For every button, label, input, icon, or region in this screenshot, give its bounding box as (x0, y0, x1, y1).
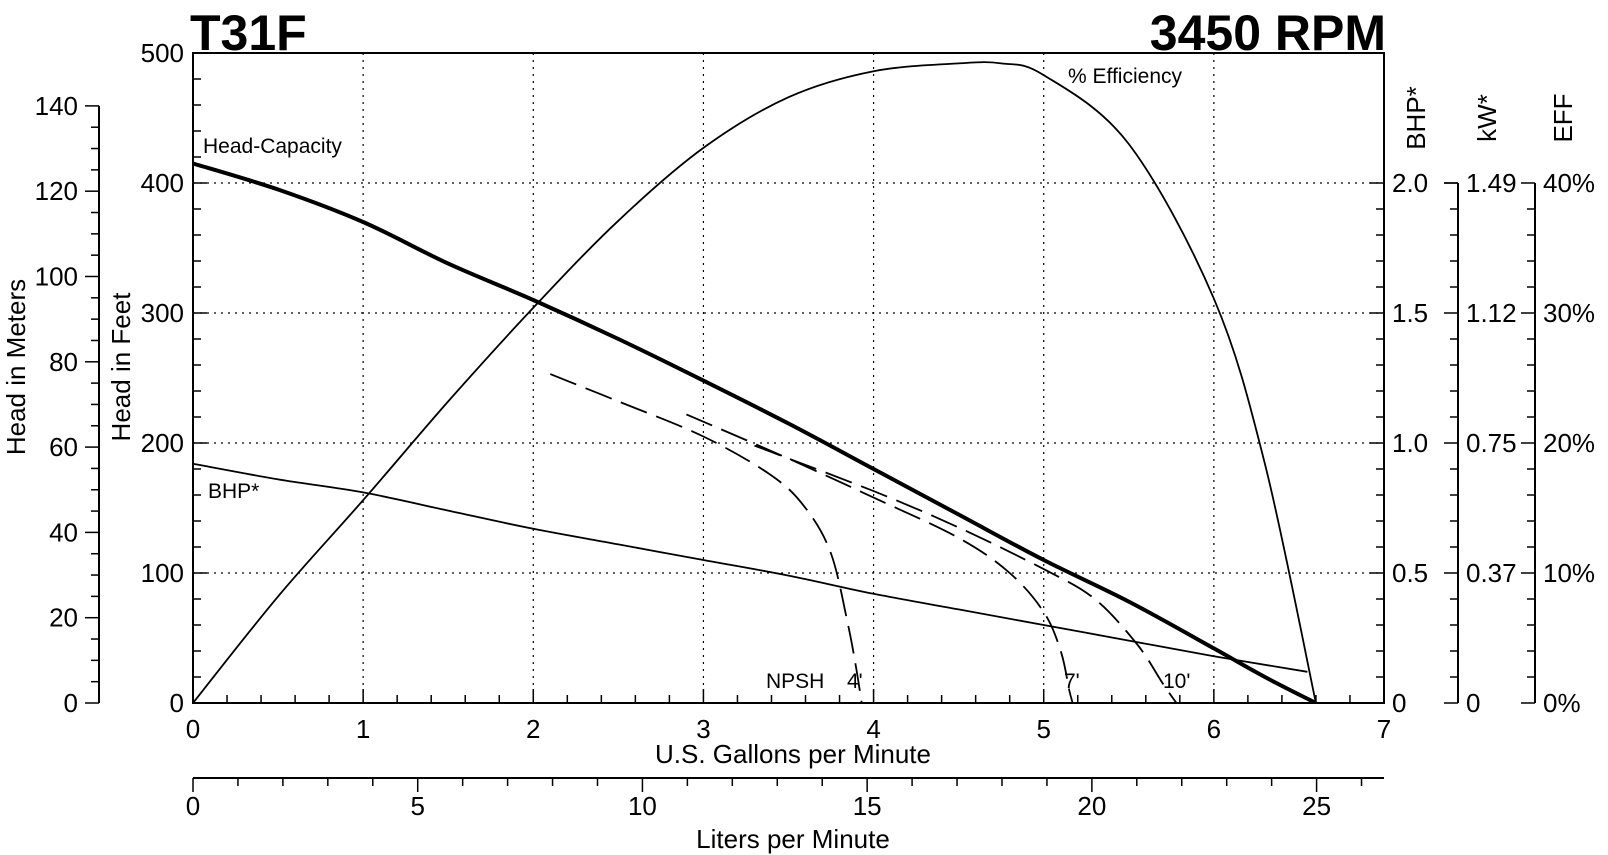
y-bhp-tick-label: 1.5 (1392, 298, 1428, 328)
x-tick-label: 5 (1036, 714, 1050, 744)
speed-label: 3450 RPM (1150, 5, 1386, 61)
y-bhp-tick-label: 1.0 (1392, 428, 1428, 458)
y-kw-tick-label: 0.75 (1466, 428, 1517, 458)
head-capacity-label: Head-Capacity (203, 135, 342, 158)
x-tick-label: 0 (186, 714, 200, 744)
y-eff-axis-title: EFF (1548, 93, 1578, 142)
y-feet-tick-label: 100 (141, 558, 184, 588)
y-feet-tick-label: 300 (141, 298, 184, 328)
y-meters-tick-label: 100 (35, 261, 78, 291)
efficiency-curve (192, 61, 1317, 704)
x-secondary-tick-label: 10 (628, 791, 657, 821)
curves (192, 61, 1317, 704)
npsh-10-label: 10' (1163, 670, 1190, 693)
npsh-label: NPSH (766, 670, 824, 693)
x-tick-label: 1 (356, 714, 370, 744)
y-meters-tick-label: 20 (49, 603, 78, 633)
npsh-4-label: 4' (847, 670, 863, 693)
x-secondary-tick-label: 0 (186, 791, 200, 821)
efficiency-label: % Efficiency (1068, 65, 1182, 88)
y-feet-tick-label: 0 (170, 688, 184, 718)
x-tick-label: 6 (1207, 714, 1221, 744)
x-secondary-tick-label: 5 (410, 791, 424, 821)
bhp-curve-label: BHP* (208, 480, 259, 503)
y-kw-tick-label: 1.12 (1466, 298, 1517, 328)
grid-lines (193, 53, 1384, 703)
y-meters-tick-label: 0 (64, 688, 78, 718)
y-feet-axis-title: Head in Feet (106, 292, 136, 442)
y-kw-tick-label: 0 (1466, 688, 1480, 718)
y-kw-tick-label: 0.37 (1466, 558, 1517, 588)
y-meters-tick-label: 60 (49, 432, 78, 462)
npsh-7-label: 7' (1064, 670, 1080, 693)
x-tick-label: 7 (1377, 714, 1391, 744)
npsh-curve (754, 444, 1178, 704)
bhp-curve (192, 462, 1308, 673)
axes: 0 1 2 3 4 5 6 701002003004005000204060801001201… (35, 38, 1595, 821)
y-meters-tick-label: 80 (49, 347, 78, 377)
y-kw-tick-label: 1.49 (1466, 168, 1517, 198)
y-feet-tick-label: 200 (141, 428, 184, 458)
y-meters-tick-label: 120 (35, 176, 78, 206)
y-bhp-tick-label: 0 (1392, 688, 1406, 718)
y-eff-tick-label: 30% (1543, 298, 1595, 328)
y-bhp-tick-label: 2.0 (1392, 168, 1428, 198)
x-tick-label: 3 (696, 714, 710, 744)
y-meters-tick-label: 40 (49, 517, 78, 547)
x-secondary-axis-title: Liters per Minute (696, 824, 890, 854)
x-tick-label: 2 (526, 714, 540, 744)
x-tick-label: 4 (866, 714, 880, 744)
npsh-curve (549, 373, 863, 704)
head-capacity-curve (192, 161, 1317, 704)
y-meters-axis-title: Head in Meters (1, 279, 31, 455)
y-eff-tick-label: 10% (1543, 558, 1595, 588)
y-eff-tick-label: 0% (1543, 688, 1581, 718)
x-axis-title: U.S. Gallons per Minute (655, 739, 931, 769)
y-eff-tick-label: 40% (1543, 168, 1595, 198)
y-feet-tick-label: 500 (141, 38, 184, 68)
y-kw-axis-title: kW* (1472, 94, 1502, 142)
x-secondary-tick-label: 25 (1302, 791, 1331, 821)
plot-frame (192, 52, 1385, 704)
x-secondary-tick-label: 15 (853, 791, 882, 821)
y-feet-tick-label: 400 (141, 168, 184, 198)
y-meters-tick-label: 140 (35, 91, 78, 121)
y-eff-tick-label: 20% (1543, 428, 1595, 458)
y-bhp-axis-title: BHP* (1401, 86, 1431, 150)
chart-title: T31F (190, 5, 307, 61)
x-secondary-tick-label: 20 (1077, 791, 1106, 821)
y-bhp-tick-label: 0.5 (1392, 558, 1428, 588)
